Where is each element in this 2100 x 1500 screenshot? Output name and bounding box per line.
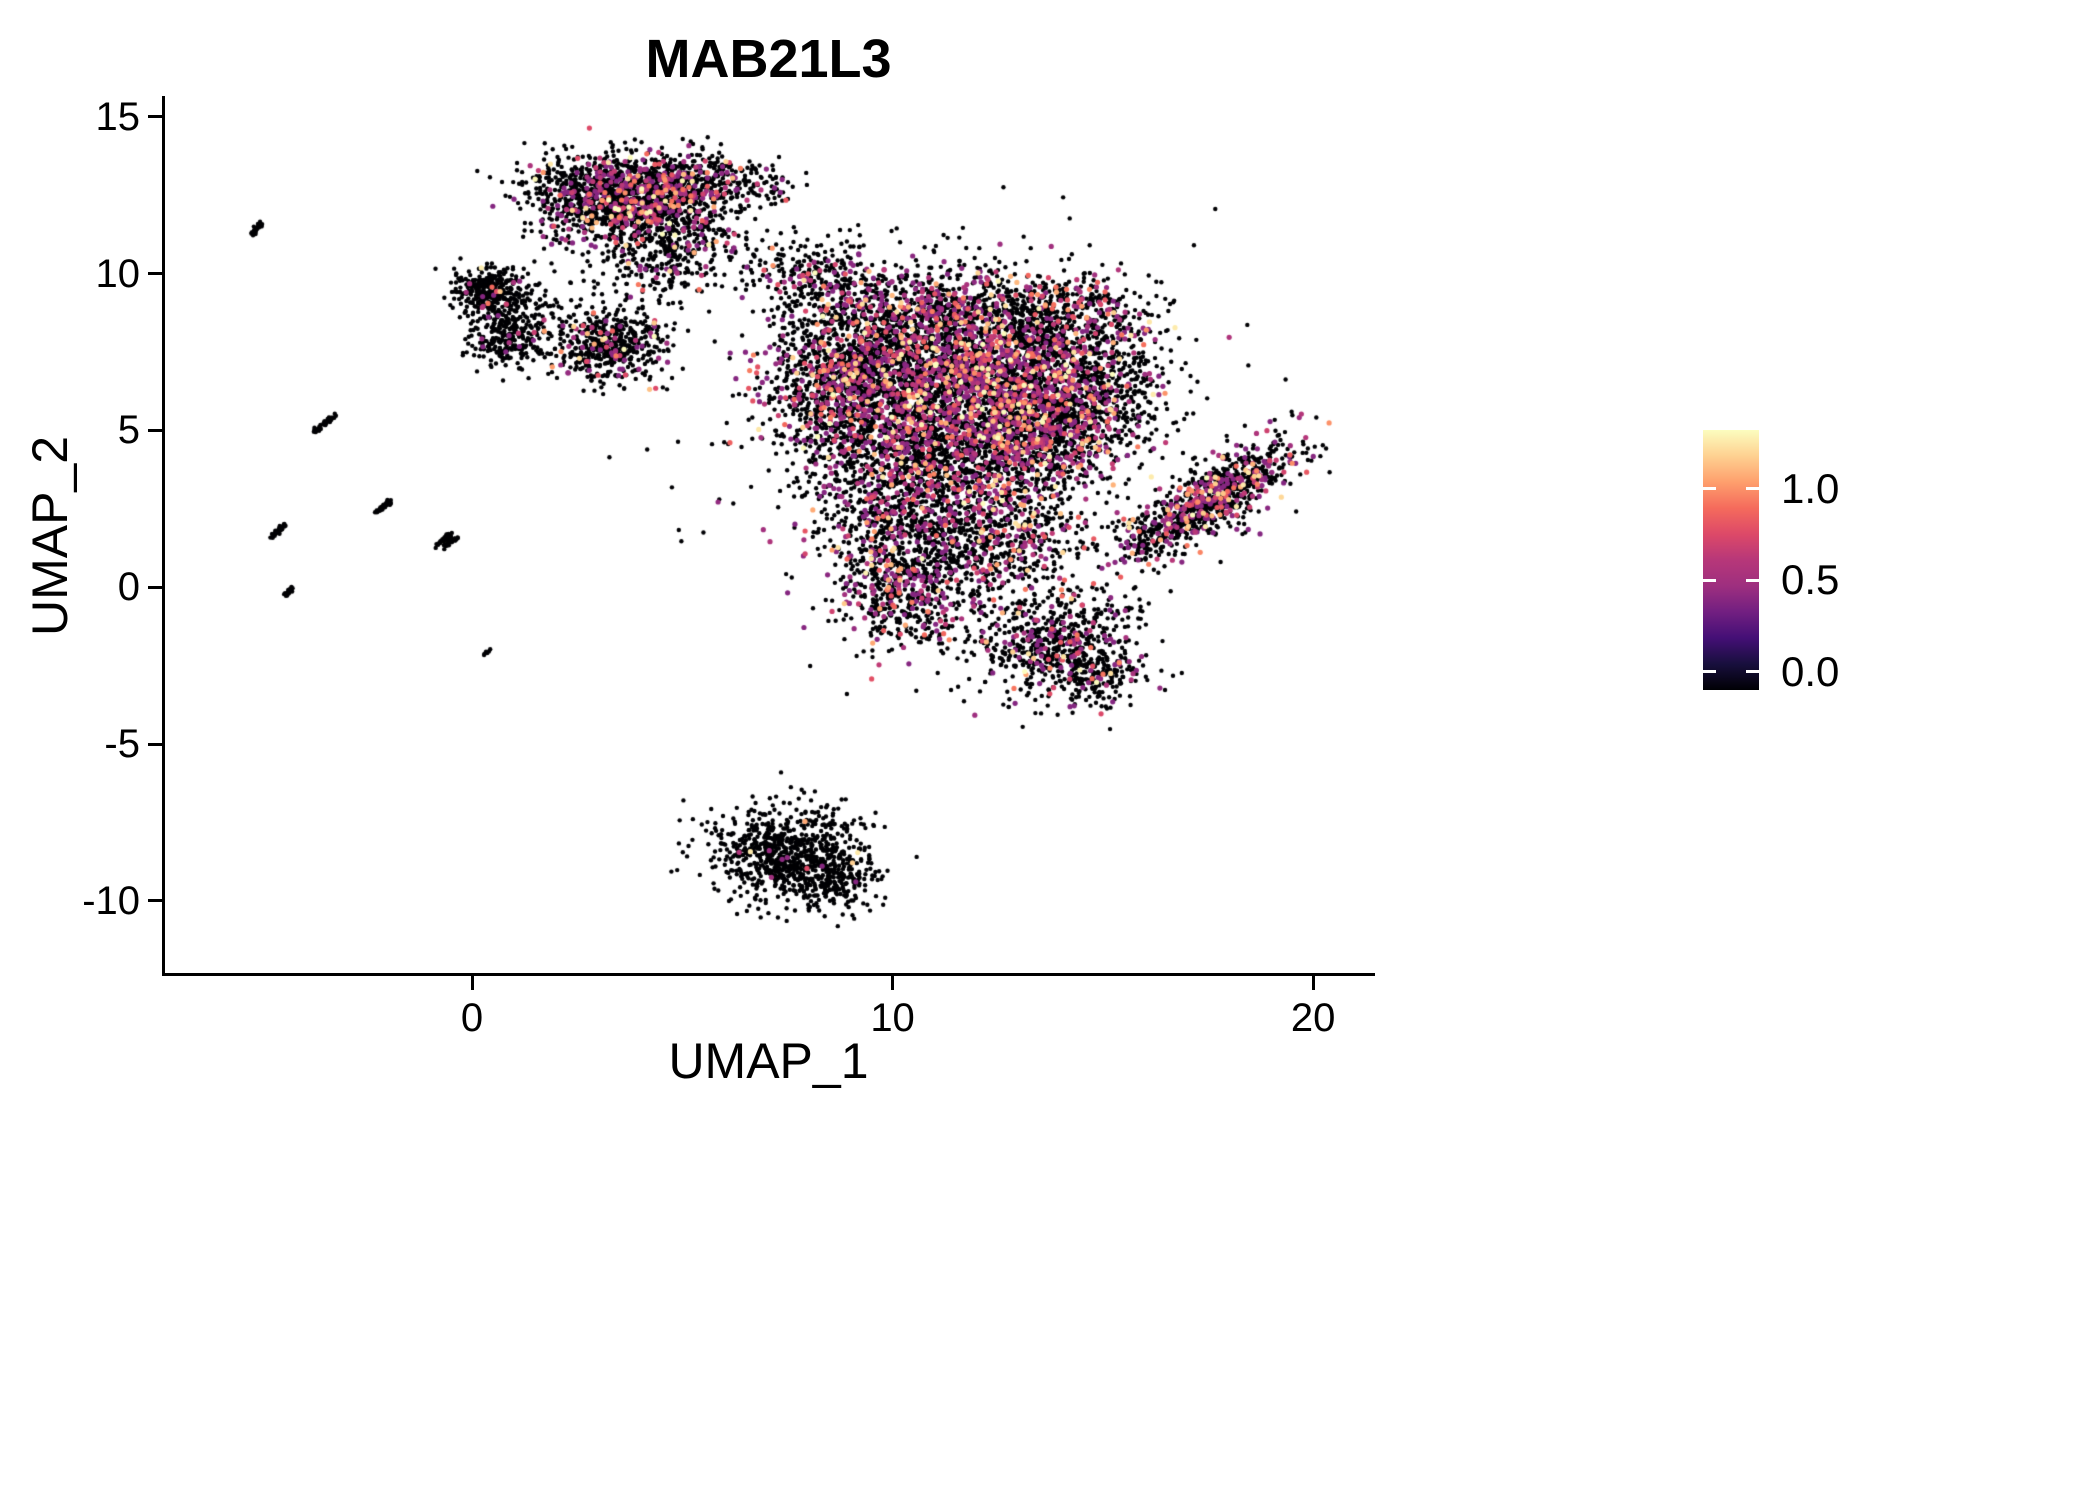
- y-tick-mark: [148, 115, 162, 119]
- colorbar-tick: [1703, 670, 1716, 674]
- y-tick-mark: [148, 585, 162, 589]
- x-tick-mark: [470, 976, 474, 990]
- y-axis-line: [162, 96, 165, 976]
- colorbar-tick-label: 0.5: [1781, 556, 1840, 604]
- colorbar-tick-label: 1.0: [1781, 464, 1840, 512]
- colorbar-tick: [1746, 487, 1759, 491]
- plot-title: MAB21L3: [645, 29, 892, 89]
- x-axis-label: UMAP_1: [668, 1033, 869, 1089]
- colorbar-tick: [1746, 670, 1759, 674]
- colorbar-tick: [1746, 578, 1759, 582]
- x-tick-label: 0: [460, 996, 484, 1040]
- x-tick-mark: [1311, 976, 1315, 990]
- colorbar-gradient: [1703, 430, 1759, 690]
- colorbar-tick: [1703, 578, 1716, 582]
- y-tick-label: 0: [117, 565, 140, 610]
- y-tick-mark: [148, 899, 162, 903]
- colorbar-tick: [1703, 487, 1716, 491]
- colorbar-tick-label: 0.0: [1781, 647, 1840, 695]
- x-tick-label: 20: [1290, 996, 1336, 1040]
- colorbar: [1703, 430, 1759, 690]
- y-tick-mark: [148, 742, 162, 746]
- y-axis-label: UMAP_2: [22, 435, 79, 637]
- y-tick-label: -10: [82, 878, 140, 923]
- y-tick-label: -5: [104, 722, 140, 767]
- y-tick-label: 5: [117, 408, 140, 453]
- y-tick-label: 10: [95, 251, 141, 296]
- y-tick-mark: [148, 272, 162, 276]
- y-axis-label-wrap: UMAP_2: [14, 96, 86, 976]
- y-tick-label: 15: [95, 94, 141, 139]
- x-tick-mark: [891, 976, 895, 990]
- x-tick-label: 10: [870, 996, 915, 1040]
- x-axis-line: [162, 973, 1375, 976]
- y-tick-mark: [148, 428, 162, 432]
